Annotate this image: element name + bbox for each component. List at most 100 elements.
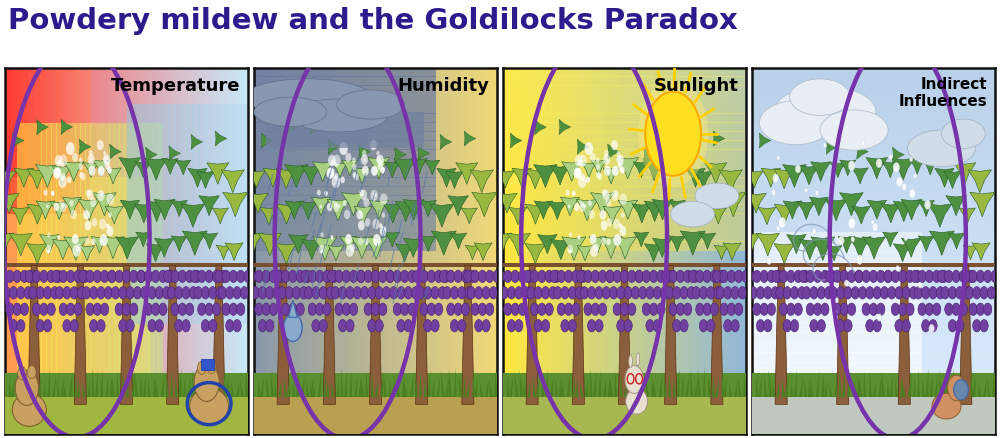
Circle shape (552, 270, 561, 283)
Polygon shape (535, 120, 546, 135)
Circle shape (642, 270, 651, 283)
Circle shape (13, 270, 21, 283)
Circle shape (965, 286, 974, 299)
Bar (868, 264, 899, 267)
Bar (971, 264, 1000, 267)
Circle shape (401, 303, 409, 315)
Circle shape (578, 175, 586, 188)
Polygon shape (47, 370, 50, 397)
Circle shape (482, 319, 490, 332)
Circle shape (496, 270, 505, 283)
Polygon shape (466, 380, 470, 397)
Circle shape (315, 303, 324, 315)
Circle shape (821, 270, 829, 283)
Circle shape (205, 303, 213, 315)
Polygon shape (475, 374, 477, 397)
Bar (205, 104, 212, 324)
Circle shape (787, 303, 795, 315)
Circle shape (607, 218, 612, 227)
Circle shape (584, 303, 592, 315)
Bar (482, 68, 485, 434)
Circle shape (906, 303, 914, 315)
Circle shape (858, 286, 867, 299)
Bar (503, 131, 746, 141)
Bar (634, 68, 637, 434)
Circle shape (489, 286, 497, 299)
Polygon shape (450, 233, 467, 249)
Bar (22, 123, 27, 379)
Polygon shape (140, 378, 143, 397)
Circle shape (826, 270, 834, 283)
Bar (254, 177, 436, 187)
Bar (193, 104, 200, 324)
Bar (260, 68, 264, 434)
Bar (412, 68, 415, 434)
Bar (564, 68, 567, 434)
Bar (752, 122, 995, 129)
Circle shape (237, 270, 245, 283)
Circle shape (100, 234, 108, 246)
Polygon shape (182, 231, 207, 255)
Polygon shape (331, 381, 335, 397)
Bar (5, 386, 248, 434)
Bar (703, 68, 707, 434)
Polygon shape (743, 371, 746, 397)
Polygon shape (135, 162, 151, 178)
Circle shape (696, 270, 704, 283)
Polygon shape (893, 244, 912, 262)
Circle shape (991, 270, 999, 283)
Bar (583, 264, 615, 267)
Circle shape (589, 210, 595, 219)
Bar (752, 116, 995, 123)
Circle shape (79, 163, 83, 170)
Polygon shape (120, 200, 140, 219)
Bar (652, 68, 655, 434)
Circle shape (175, 319, 183, 332)
Circle shape (315, 270, 324, 283)
Polygon shape (987, 379, 991, 397)
Bar (786, 264, 818, 267)
Bar (245, 68, 248, 434)
Polygon shape (847, 371, 850, 397)
Polygon shape (869, 371, 872, 397)
Circle shape (579, 270, 587, 283)
Bar (51, 123, 57, 379)
Bar (35, 68, 40, 214)
Circle shape (346, 286, 354, 299)
Polygon shape (78, 380, 80, 397)
Circle shape (572, 270, 580, 283)
Circle shape (922, 286, 930, 299)
Bar (133, 104, 139, 324)
Circle shape (676, 303, 685, 315)
Bar (254, 76, 436, 86)
Polygon shape (192, 370, 196, 397)
Bar (737, 68, 740, 434)
Bar (77, 68, 82, 214)
Circle shape (104, 286, 112, 299)
Circle shape (340, 177, 345, 184)
Polygon shape (653, 378, 657, 397)
Polygon shape (260, 375, 264, 397)
Circle shape (613, 219, 620, 230)
Polygon shape (525, 244, 546, 264)
Circle shape (178, 303, 187, 315)
Circle shape (381, 167, 385, 173)
Polygon shape (519, 370, 523, 397)
Circle shape (538, 270, 546, 283)
Circle shape (364, 238, 369, 245)
Bar (752, 263, 995, 267)
Circle shape (602, 286, 610, 299)
Circle shape (952, 270, 960, 283)
Circle shape (584, 204, 587, 208)
Polygon shape (893, 201, 914, 222)
Polygon shape (729, 381, 732, 397)
Circle shape (144, 303, 153, 315)
Polygon shape (342, 193, 365, 216)
Circle shape (948, 286, 957, 299)
Circle shape (973, 319, 981, 332)
Bar (199, 104, 206, 324)
Bar (169, 68, 173, 434)
Bar (649, 68, 652, 434)
Polygon shape (287, 381, 290, 397)
Bar (288, 264, 320, 267)
